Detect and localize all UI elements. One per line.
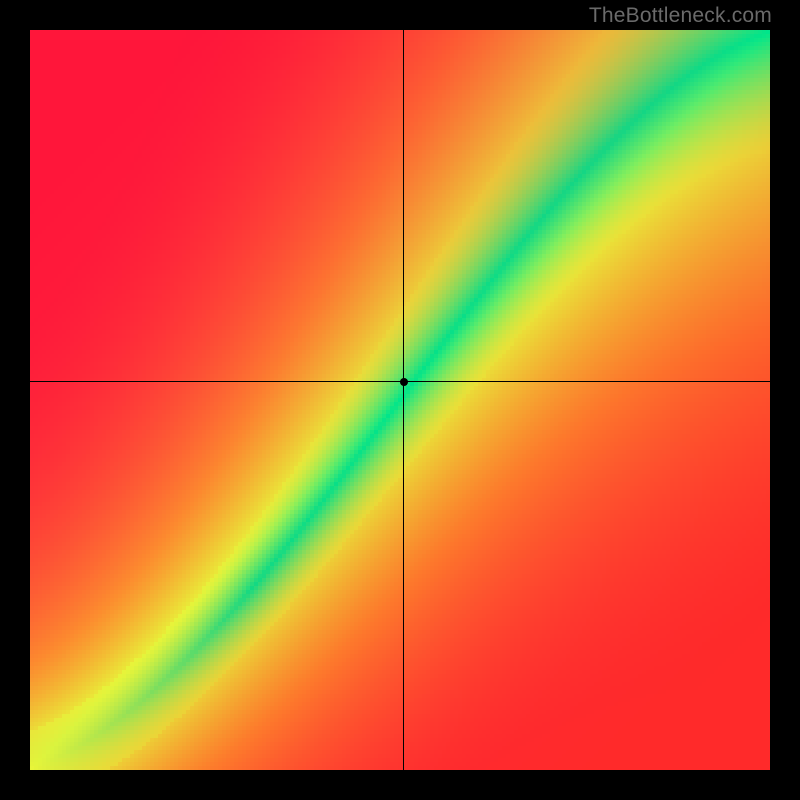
crosshair-marker [400, 378, 408, 386]
crosshair-vertical [403, 30, 404, 770]
watermark-text: TheBottleneck.com [589, 4, 772, 28]
bottleneck-heatmap [30, 30, 770, 770]
chart-container: { "watermark": "TheBottleneck.com", "cha… [0, 0, 800, 800]
